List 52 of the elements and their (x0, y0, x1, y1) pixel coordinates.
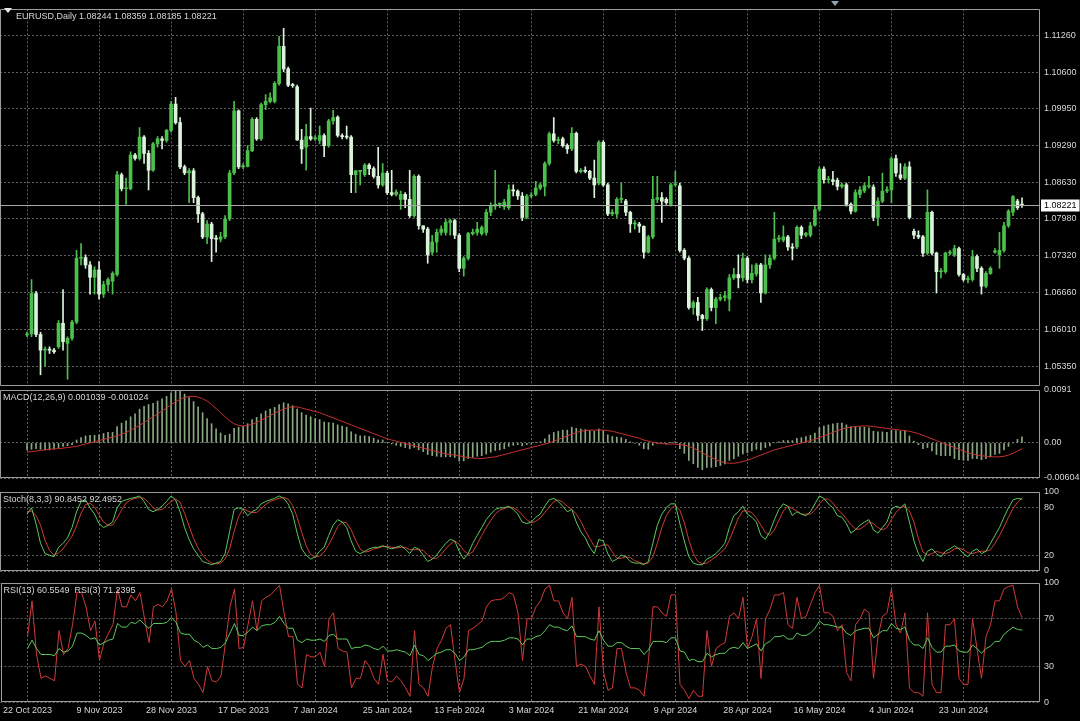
x-tick-label: 9 Apr 2024 (653, 705, 698, 716)
candlestick (475, 222, 480, 236)
candlestick (659, 192, 664, 223)
chart-title: MACD(12,26,9) 0.001039 -0.001024 (3, 391, 149, 402)
x-tick-label: 16 May 2024 (793, 705, 846, 716)
candlestick (353, 169, 358, 193)
y-tick-label: 1.07980 (1044, 213, 1077, 224)
candlestick (304, 123, 308, 171)
x-tick-label: 28 Apr 2024 (723, 705, 772, 716)
x-tick-label: 4 Jun 2024 (869, 705, 914, 716)
chart-title: RSI(13) 60.5549 RSI(3) 71.2395 (3, 584, 136, 595)
y-tick-label: 1.08630 (1044, 177, 1077, 188)
x-tick-label: 22 Oct 2023 (2, 705, 53, 716)
y-tick-label: 1.05350 (1044, 360, 1077, 371)
y-tick-label: 20 (1044, 549, 1055, 560)
y-tick-label: 0 (1044, 565, 1050, 576)
candlestick (831, 171, 835, 186)
y-tick-label: 1.06660 (1044, 287, 1077, 298)
candlestick (448, 218, 453, 236)
y-tick-label: 1.11260 (1044, 29, 1076, 40)
y-tick-label: 70 (1044, 613, 1055, 624)
y-tick-label: -0.00604 (1044, 472, 1080, 483)
y-tick-label: 1.10600 (1044, 66, 1077, 77)
chart-title: Stoch(8,3,3) 90.8452 92.4952 (3, 493, 123, 504)
candlestick (867, 176, 871, 189)
y-tick-label: 100 (1044, 486, 1060, 497)
y-tick-label: 0 (1044, 696, 1050, 707)
x-tick-label: 21 Mar 2024 (578, 705, 629, 716)
y-tick-label: 1.09290 (1044, 140, 1077, 151)
y-tick-label: 0.0091 (1044, 384, 1072, 395)
x-tick-label: 25 Jan 2024 (362, 705, 413, 716)
candlestick (389, 169, 394, 197)
candlestick (592, 159, 597, 199)
candlestick (187, 168, 191, 204)
candlestick (331, 109, 335, 125)
ref-line-label: 1.08221 (1044, 199, 1077, 210)
x-tick-label: 9 Nov 2023 (76, 705, 123, 716)
x-tick-label: 28 Nov 2023 (145, 705, 198, 716)
x-tick-label: 13 Feb 2024 (434, 705, 485, 716)
candlestick (376, 146, 381, 189)
x-tick-label: 17 Dec 2023 (217, 705, 270, 716)
y-tick-label: 0.00 (1044, 437, 1062, 448)
x-tick-label: 3 Mar 2024 (508, 705, 555, 716)
y-tick-label: 1.07320 (1044, 250, 1077, 261)
x-tick-label: 23 Jun 2024 (938, 705, 989, 716)
y-tick-label: 1.06010 (1044, 323, 1077, 334)
chart-title: EURUSD,Daily 1.08244 1.08359 1.08185 1.08221 (16, 11, 217, 22)
x-tick-label: 7 Jan 2024 (293, 705, 338, 716)
y-tick-label: 100 (1044, 577, 1060, 588)
y-tick-label: 1.09950 (1044, 103, 1077, 114)
y-tick-label: 80 (1044, 502, 1055, 513)
y-tick-label: 30 (1044, 660, 1055, 671)
